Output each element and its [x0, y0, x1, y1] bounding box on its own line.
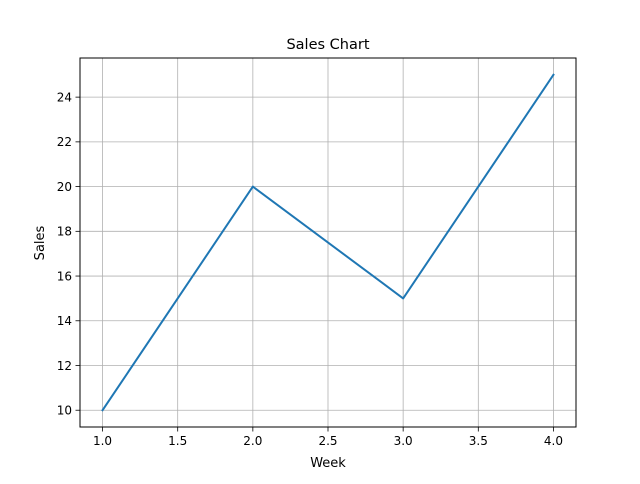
x-axis-label: Week	[310, 456, 346, 471]
x-tick-label: 4.0	[544, 434, 563, 448]
y-tick-label: 14	[57, 314, 72, 328]
y-tick-label: 22	[57, 135, 72, 149]
ticks: 1.0 1.5 2.0 2.5 3.0 3.5 4.0 10 12 14 16 18 20 22 24	[57, 90, 563, 448]
y-tick-label: 20	[57, 180, 72, 194]
y-tick-label: 16	[57, 269, 72, 283]
y-tick-label: 24	[57, 90, 72, 104]
x-tick-label: 3.5	[469, 434, 488, 448]
x-tick-label: 2.0	[243, 434, 262, 448]
y-axis-label: Sales	[33, 225, 48, 260]
y-tick-label: 12	[57, 359, 72, 373]
x-tick-label: 1.0	[93, 434, 112, 448]
x-tick-label: 2.5	[318, 434, 337, 448]
x-tick-label: 3.0	[394, 434, 413, 448]
y-tick-label: 18	[57, 225, 72, 239]
y-tick-label: 10	[57, 404, 72, 418]
chart-title: Sales Chart	[286, 37, 369, 53]
x-tick-label: 1.5	[168, 434, 187, 448]
